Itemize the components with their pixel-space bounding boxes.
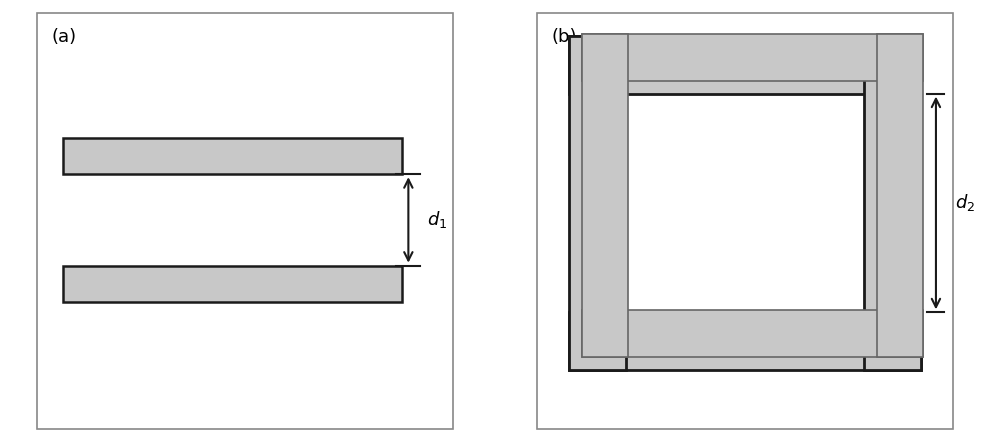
- Text: (a): (a): [52, 28, 77, 46]
- Text: (b): (b): [552, 28, 577, 46]
- Bar: [864, 36, 921, 370]
- Bar: [582, 310, 923, 357]
- Bar: [63, 138, 402, 174]
- Text: $d_{2}$: $d_{2}$: [955, 192, 975, 213]
- Text: $d_{1}$: $d_{1}$: [427, 210, 448, 230]
- Bar: [582, 34, 628, 357]
- Bar: [63, 266, 402, 301]
- Bar: [569, 36, 921, 94]
- Bar: [582, 34, 923, 81]
- Bar: [569, 36, 626, 370]
- Bar: [877, 34, 923, 357]
- Bar: [569, 312, 921, 370]
